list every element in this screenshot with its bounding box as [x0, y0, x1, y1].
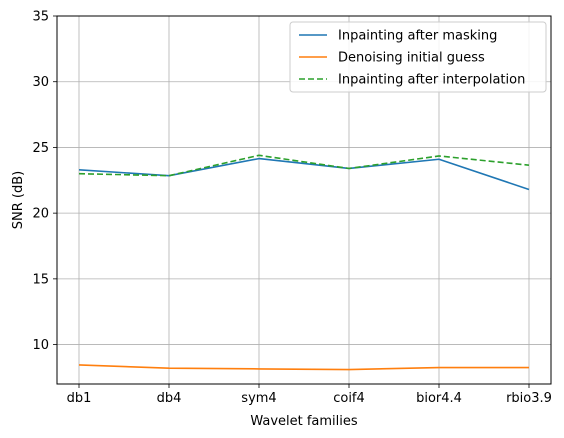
x-tick-label: coif4 — [333, 391, 365, 406]
x-tick-label: sym4 — [241, 391, 276, 406]
x-tick-label: bior4.4 — [416, 391, 462, 406]
plot-frame — [56, 15, 552, 385]
series-lines — [78, 154, 530, 371]
legend-entry-label: Inpainting after interpolation — [338, 73, 525, 88]
series-line-3 — [78, 154, 530, 177]
y-tick-label: 15 — [32, 272, 49, 287]
legend-entry-label: Denoising initial guess — [338, 51, 485, 66]
y-axis-label: SNR (dB) — [11, 171, 26, 229]
y-tick-label: 30 — [32, 75, 49, 90]
x-tick-label: rbio3.9 — [506, 391, 552, 406]
x-tick-label: db1 — [67, 391, 92, 406]
axis-ticks: db1 db4 sym4 coif4 bior4.4 rbio3.9 10 15 20 25 30 3… — [32, 10, 551, 407]
y-tick-label: 20 — [32, 207, 49, 222]
y-tick-label: 10 — [32, 338, 49, 353]
series-line-2 — [78, 364, 529, 371]
y-tick-label: 35 — [32, 10, 49, 25]
legend: Inpainting after masking Denoising initia… — [289, 21, 547, 93]
x-tick-label: db4 — [157, 391, 182, 406]
legend-box — [289, 21, 547, 93]
y-tick-label: 25 — [32, 141, 49, 156]
x-axis-label: Wavelet families — [250, 414, 358, 429]
legend-entry-label: Inpainting after masking — [338, 29, 497, 44]
